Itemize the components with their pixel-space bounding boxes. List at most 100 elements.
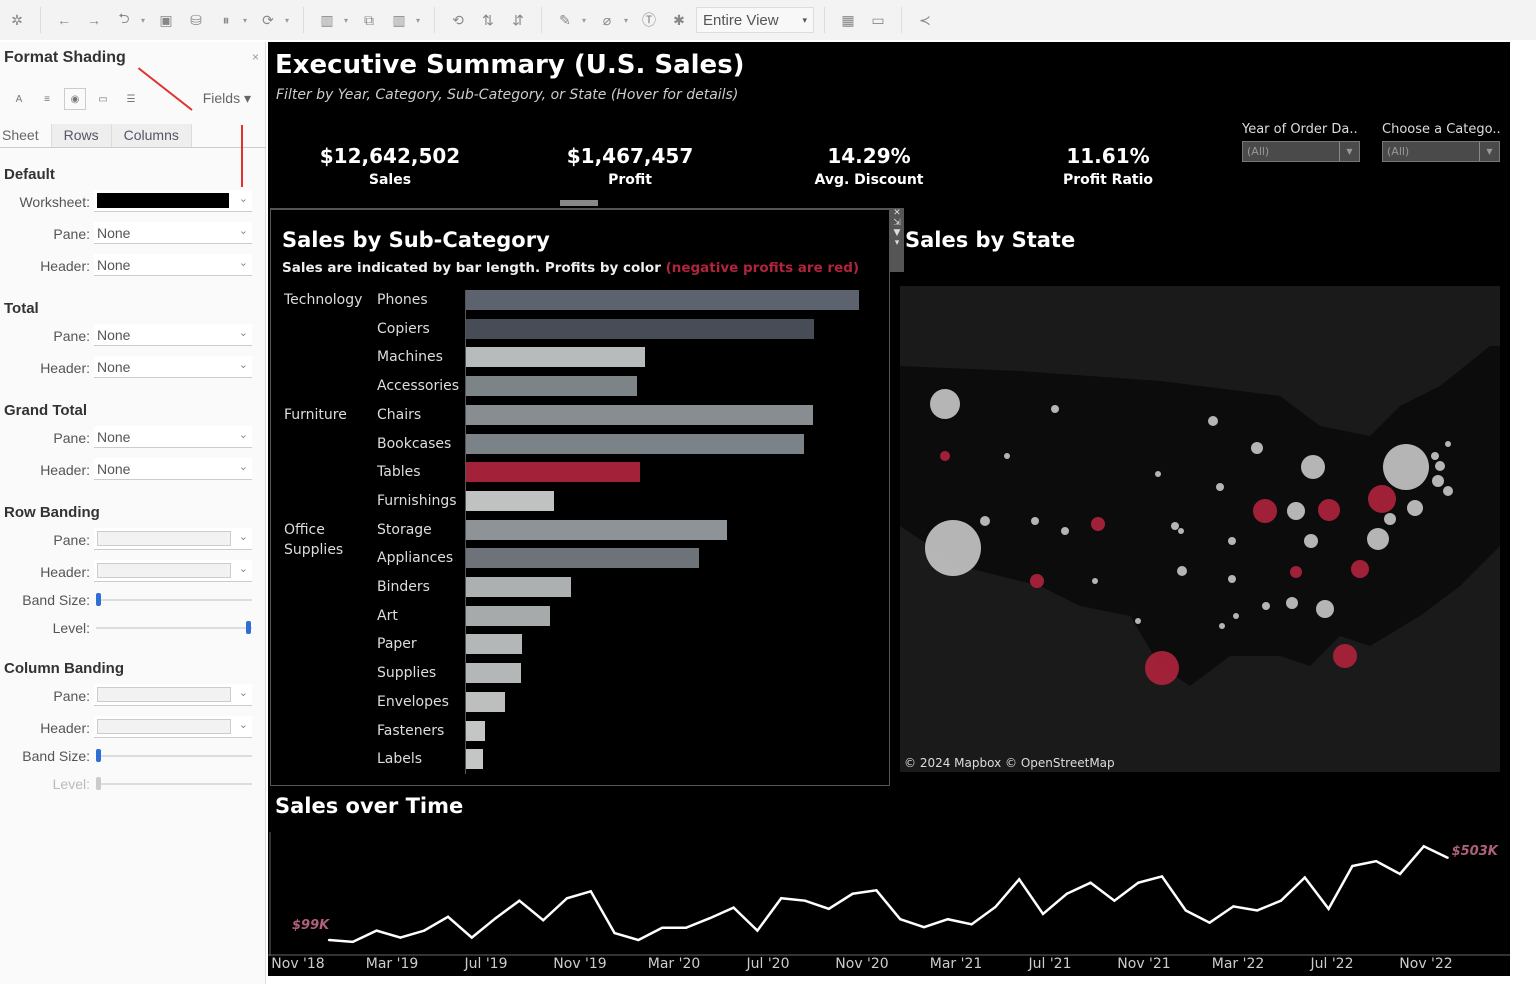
line-point[interactable] — [423, 929, 426, 932]
line-point[interactable] — [1041, 912, 1045, 916]
alignment-icon[interactable]: ≡ — [44, 93, 50, 105]
tab-rows[interactable]: Rows — [51, 124, 112, 147]
label-icon[interactable]: Ⓣ — [642, 12, 656, 28]
dropdown-arrow-icon[interactable]: ▾ — [243, 15, 248, 25]
line-point[interactable] — [542, 919, 545, 922]
show-cards-icon[interactable]: ▦ — [841, 11, 855, 28]
line-point[interactable] — [518, 899, 521, 902]
state-sales-bubble[interactable] — [1383, 444, 1429, 490]
undo-icon[interactable]: ⮌ — [118, 10, 130, 26]
header-select[interactable]: ⌄ — [94, 560, 252, 582]
slider-knob[interactable] — [246, 621, 251, 634]
state-sales-bubble[interactable] — [1178, 528, 1184, 534]
line-point[interactable] — [1160, 875, 1164, 878]
state-sales-bubble[interactable] — [1228, 575, 1236, 583]
state-sales-bubble[interactable] — [1092, 578, 1098, 584]
dropdown-arrow-icon[interactable]: ▾ — [285, 15, 290, 25]
bar-binders[interactable] — [466, 577, 572, 597]
line-point[interactable] — [946, 918, 949, 921]
tableau-logo-icon[interactable]: ✲ — [11, 11, 23, 28]
line-point[interactable] — [494, 917, 497, 920]
line-point[interactable] — [399, 936, 402, 939]
header-select[interactable]: None ⌄ — [94, 356, 252, 378]
bar-labels[interactable] — [466, 749, 484, 770]
sort-desc-icon[interactable]: ⇵ — [512, 11, 524, 28]
sales-by-state-map[interactable]: © 2024 Mapbox © OpenStreetMap — [900, 286, 1500, 772]
state-sales-bubble[interactable] — [1253, 499, 1277, 523]
bar-accessories[interactable] — [466, 376, 638, 397]
pin-icon[interactable]: ✱ — [673, 11, 685, 28]
bar-envelopes[interactable] — [466, 691, 506, 712]
state-sales-bubble[interactable] — [1004, 453, 1010, 459]
header-select[interactable]: None ⌄ — [94, 458, 252, 480]
bar-fasteners[interactable] — [466, 720, 486, 741]
state-sales-bubble[interactable] — [1407, 500, 1423, 516]
shading-icon[interactable]: ◉ — [64, 88, 86, 110]
close-icon[interactable]: × — [251, 50, 259, 64]
line-point[interactable] — [1422, 845, 1426, 848]
back-icon[interactable]: ← — [57, 12, 71, 28]
line-point[interactable] — [994, 905, 997, 909]
view-size-select[interactable]: Entire View ▾ — [696, 7, 814, 33]
state-sales-bubble[interactable] — [1030, 574, 1044, 588]
line-point[interactable] — [1303, 876, 1307, 879]
state-sales-bubble[interactable] — [1145, 651, 1179, 685]
line-point[interactable] — [613, 931, 616, 935]
line-point[interactable] — [732, 906, 735, 909]
bar-storage[interactable] — [466, 519, 727, 540]
sales-by-subcategory-panel[interactable]: Sales by Sub-Category Sales are indicate… — [270, 208, 890, 786]
resize-handle[interactable] — [560, 200, 598, 206]
line-point[interactable] — [470, 936, 473, 939]
state-sales-bubble[interactable] — [1333, 644, 1357, 668]
line-point[interactable] — [1327, 907, 1330, 911]
pane-select[interactable]: None ⌄ — [94, 426, 252, 448]
pane-select[interactable]: None ⌄ — [94, 324, 252, 346]
line-point[interactable] — [1279, 899, 1283, 902]
line-point[interactable] — [827, 907, 830, 911]
sales-over-time-chart[interactable]: Nov '18 Mar '19 Jul '19 Nov '19 Mar '20 Jul '… — [268, 832, 1510, 976]
share-icon[interactable]: ≺ — [919, 11, 931, 28]
line-point[interactable] — [589, 890, 592, 893]
bar-machines[interactable] — [466, 347, 646, 368]
dropdown-arrow-icon[interactable]: ▾ — [582, 15, 587, 25]
refresh-icon[interactable]: ⟳ — [262, 11, 274, 28]
font-icon[interactable]: A — [15, 93, 23, 105]
tab-columns[interactable]: Columns — [111, 124, 192, 147]
header-select[interactable]: ⌄ — [94, 716, 252, 738]
slider-knob[interactable] — [96, 749, 101, 762]
state-sales-bubble[interactable] — [1177, 566, 1187, 576]
line-point[interactable] — [970, 923, 973, 926]
state-sales-bubble[interactable] — [1301, 455, 1325, 479]
line-point[interactable] — [1018, 878, 1021, 881]
slider-knob[interactable] — [96, 777, 101, 790]
sales-line[interactable] — [328, 844, 1449, 944]
bar-paper[interactable] — [466, 634, 523, 655]
level-slider[interactable] — [96, 621, 252, 634]
line-point[interactable] — [637, 938, 640, 942]
state-sales-bubble[interactable] — [1233, 613, 1239, 619]
state-sales-bubble[interactable] — [1219, 623, 1225, 629]
slider-knob[interactable] — [96, 593, 101, 606]
line-point[interactable] — [756, 929, 759, 932]
state-sales-bubble[interactable] — [1091, 517, 1105, 531]
line-point[interactable] — [1089, 881, 1092, 884]
line-point[interactable] — [565, 897, 569, 900]
line-point[interactable] — [1232, 905, 1235, 908]
close-icon[interactable]: ✕ — [893, 208, 901, 218]
state-sales-bubble[interactable] — [1171, 522, 1179, 530]
filter-dropdown[interactable]: (All) ▼ — [1242, 141, 1360, 162]
bar-bookcases[interactable] — [466, 433, 804, 454]
pause-updates-icon[interactable]: ⏸ — [222, 11, 230, 28]
panel-tools[interactable]: ✕ ⇲ ▼ ▾ — [890, 208, 904, 272]
line-point[interactable] — [875, 889, 878, 892]
state-sales-bubble[interactable] — [1051, 405, 1059, 413]
pane-select[interactable]: None ⌄ — [94, 222, 252, 244]
tab-sheet[interactable]: Sheet — [0, 124, 52, 147]
state-sales-bubble[interactable] — [1251, 442, 1263, 454]
state-sales-bubble[interactable] — [1351, 560, 1369, 578]
state-sales-bubble[interactable] — [1031, 517, 1039, 525]
state-sales-bubble[interactable] — [1316, 600, 1334, 618]
band-size-slider[interactable] — [96, 593, 252, 606]
group-icon[interactable]: ⌀ — [602, 11, 612, 28]
new-datasource-icon[interactable]: ⛁ — [190, 11, 202, 28]
